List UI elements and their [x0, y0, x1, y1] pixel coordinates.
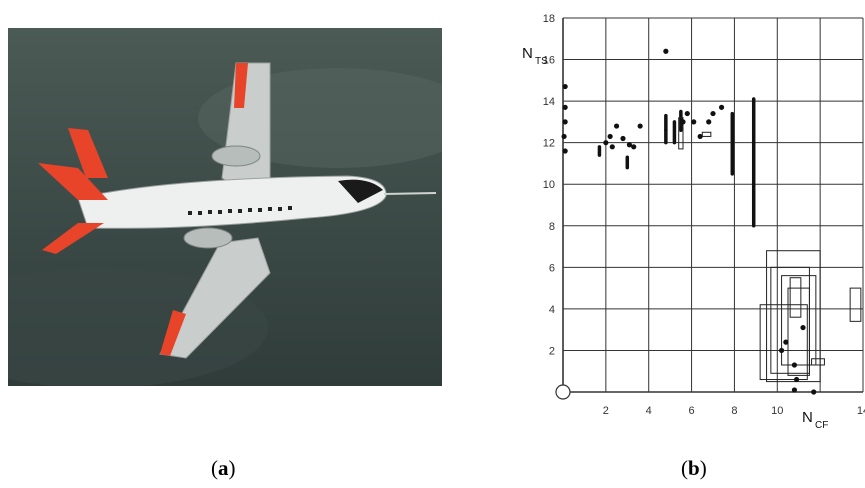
- data-point: [791, 387, 798, 393]
- data-point: [811, 389, 817, 395]
- y-tick-label: 2: [549, 345, 555, 357]
- data-box: [678, 117, 684, 150]
- y-tick-label: 4: [549, 304, 555, 316]
- data-point: [710, 110, 716, 117]
- aircraft-photo: [0, 28, 478, 388]
- data-point: [778, 347, 785, 354]
- y-tick-label: 10: [543, 179, 555, 191]
- data-point: [609, 144, 615, 150]
- x-tick-label: 2: [603, 405, 609, 417]
- data-point: [613, 123, 620, 129]
- caption-a-label: a: [218, 456, 229, 480]
- caption-b-label: b: [688, 456, 700, 480]
- x-tick-label: 4: [646, 405, 652, 417]
- y-tick-label: 6: [549, 262, 555, 274]
- data-point: [706, 119, 712, 125]
- data-point: [684, 110, 690, 117]
- data-point: [561, 133, 567, 140]
- data-point: [603, 140, 609, 146]
- data-box: [789, 277, 802, 318]
- data-point: [562, 119, 568, 125]
- data-box: [849, 287, 862, 322]
- y-tick-label: 12: [543, 138, 555, 150]
- scatter-chart-panel: 2468101214161824681014NTSNCF: [520, 0, 865, 440]
- data-box: [787, 287, 810, 376]
- data-box: [759, 304, 808, 381]
- data-point: [663, 48, 669, 54]
- data-point: [791, 362, 798, 368]
- caption-a: (a): [211, 456, 236, 480]
- x-tick-label: 10: [771, 405, 783, 417]
- aircraft: [38, 62, 437, 359]
- x-axis-label: N: [802, 409, 813, 426]
- data-box: [811, 358, 825, 366]
- y-axis-label: N: [522, 45, 533, 62]
- data-point: [697, 133, 703, 140]
- x-tick-label: 14: [857, 405, 865, 417]
- data-box: [781, 275, 817, 366]
- data-point: [783, 339, 789, 345]
- y-tick-label: 18: [543, 13, 555, 25]
- origin-marker: [555, 384, 571, 400]
- data-point: [691, 119, 697, 125]
- x-tick-label: 6: [689, 405, 695, 417]
- data-point: [562, 83, 568, 90]
- x-tick-label: 8: [731, 405, 737, 417]
- data-box: [766, 250, 821, 383]
- data-point: [620, 135, 626, 142]
- y-axis-label-subscript: TS: [535, 56, 548, 67]
- data-point: [800, 324, 806, 331]
- scatter-chart: 2468101214161824681014NTSNCF: [522, 13, 865, 431]
- y-tick-label: 14: [543, 96, 555, 108]
- caption-b: (b): [681, 456, 707, 480]
- y-tick-label: 8: [549, 221, 555, 233]
- data-point: [562, 148, 568, 154]
- data-point: [793, 376, 800, 383]
- data-box: [701, 131, 712, 137]
- data-point: [680, 119, 686, 125]
- x-axis-label-subscript: CF: [815, 420, 828, 431]
- data-point: [637, 123, 643, 129]
- data-point: [562, 104, 568, 110]
- y-tick-label: 16: [543, 55, 555, 67]
- data-point: [626, 142, 633, 148]
- data-point: [631, 144, 637, 150]
- data-point: [718, 104, 725, 110]
- aircraft-photo-image: [0, 28, 478, 388]
- data-point: [607, 133, 613, 140]
